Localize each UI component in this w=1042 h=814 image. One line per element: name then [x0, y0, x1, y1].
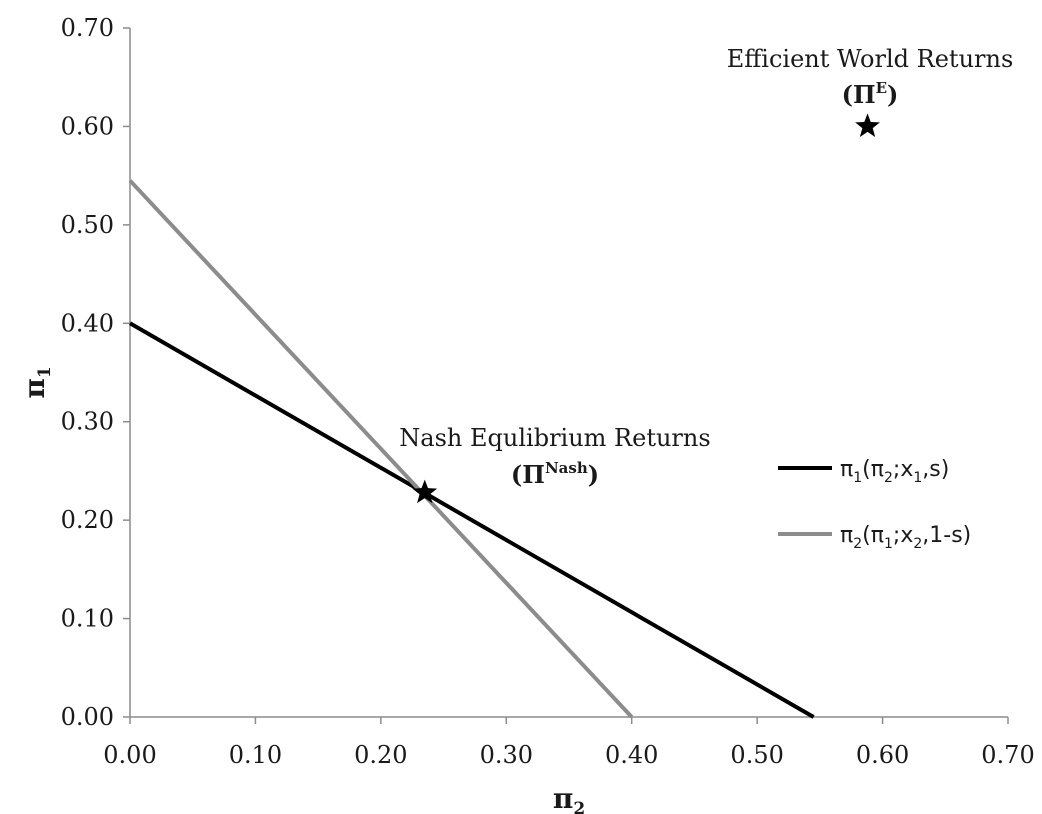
x-tick-label: 0.10 — [229, 741, 282, 769]
legend: π1(π2;x1,s)π2(π1;x2,1-s) — [778, 457, 971, 552]
annotations: Nash Equlibrium Returns(ΠNash)Efficient … — [399, 45, 1013, 489]
y-tick-label: 0.40 — [61, 309, 114, 337]
legend-sub-part: 2 — [884, 470, 893, 486]
x-tick-label: 0.00 — [103, 741, 156, 769]
symbol-base: Π — [853, 80, 876, 109]
points-layer — [412, 113, 880, 504]
x-axis-title: π2 — [553, 782, 585, 814]
y-axis-title: π1 — [18, 366, 55, 398]
legend-part: π — [840, 457, 853, 482]
x-tick-label: 0.70 — [981, 741, 1034, 769]
star-marker-1 — [412, 479, 438, 504]
y-tick-label: 0.60 — [61, 112, 114, 140]
x-tick-label: 0.60 — [856, 741, 909, 769]
legend-sub-part: 1 — [913, 470, 922, 486]
paren-close: ) — [588, 460, 599, 489]
x-tick-label: 0.40 — [605, 741, 658, 769]
point-label-1: Nash Equlibrium Returns — [399, 424, 710, 452]
legend-part: (π — [862, 523, 884, 548]
paren-open: ( — [511, 460, 522, 489]
x-tick-label: 0.20 — [354, 741, 407, 769]
symbol-base: Π — [522, 460, 545, 489]
point-label-2: Efficient World Returns — [727, 45, 1014, 73]
y-tick-label: 0.30 — [61, 408, 114, 436]
legend-part: (π — [862, 457, 884, 482]
point-symbol-2: (ΠE) — [842, 79, 899, 109]
x-tick-label: 0.50 — [730, 741, 783, 769]
paren-open: ( — [842, 80, 853, 109]
legend-sub-part: 1 — [884, 536, 893, 552]
legend-part: π — [840, 523, 853, 548]
legend-label-2: π2(π1;x2,1-s) — [840, 523, 971, 552]
symbol-sup: Nash — [545, 459, 588, 477]
paren-close: ) — [887, 80, 898, 109]
legend-part: ,s) — [922, 457, 949, 482]
legend-sub-part: 2 — [913, 536, 922, 552]
legend-sub-part: 2 — [853, 536, 862, 552]
series-layer — [128, 179, 815, 719]
legend-sub-part: 1 — [853, 470, 862, 486]
y-tick-label: 0.20 — [61, 506, 114, 534]
y-tick-label: 0.00 — [61, 703, 114, 731]
legend-part: ;x — [893, 523, 913, 548]
y-tick-label: 0.10 — [61, 605, 114, 633]
y-tick-label: 0.50 — [61, 211, 114, 239]
series-line-1 — [129, 321, 815, 719]
axes: 0.00 0.10 0.20 0.30 0.40 0.50 0.60 0.70 0.00 0.10… — [18, 14, 1035, 814]
legend-part: ,1-s) — [922, 523, 971, 548]
legend-part: ;x — [893, 457, 913, 482]
y-axis-title-base: π — [18, 378, 51, 399]
x-axis-title-base: π — [553, 782, 574, 814]
legend-label-1: π1(π2;x1,s) — [840, 457, 949, 486]
y-axis-title-sub: 1 — [35, 366, 55, 378]
y-tick-label: 0.70 — [61, 14, 114, 42]
point-symbol-1: (ΠNash) — [511, 459, 599, 489]
x-tick-label: 0.30 — [480, 741, 533, 769]
star-marker-2 — [855, 113, 880, 137]
symbol-sup: E — [876, 79, 887, 97]
series-line-2 — [128, 179, 634, 719]
x-axis-title-sub: 2 — [573, 799, 585, 814]
